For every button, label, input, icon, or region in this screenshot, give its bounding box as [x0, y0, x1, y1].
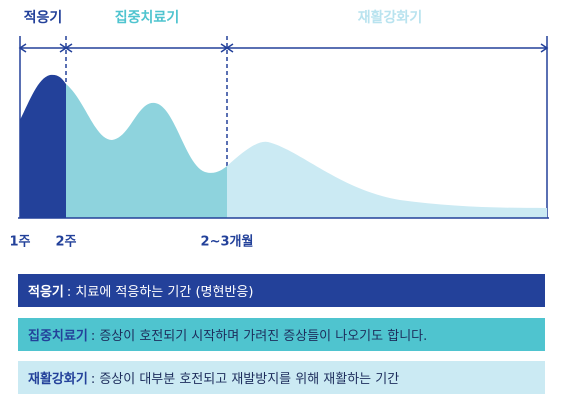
diagram: 적응기 집중치료기 재활강화기 1주 2주 2~3개월 — [9, 9, 549, 250]
phase-label: 집중치료기 — [115, 9, 179, 26]
legend-row: 집중치료기: 증상이 호전되기 시작하며 가려진 증상들이 나오기도 합니다. — [18, 318, 545, 351]
legend-row: 적응기: 치료에 적응하는 기간 (명현반응) — [18, 274, 545, 307]
legend-term: 재활강화기 — [28, 372, 88, 387]
time-label: 2주 — [55, 235, 76, 250]
phase-arrows — [18, 36, 549, 218]
legend-desc: : 증상이 호전되기 시작하며 가려진 증상들이 나오기도 합니다. — [90, 329, 428, 344]
legend-desc: : 증상이 대부분 호전되고 재발방지를 위해 재활하는 기간 — [90, 372, 400, 387]
area-intensive — [66, 84, 227, 218]
legend-term: 집중치료기 — [28, 329, 88, 344]
area-rehab — [227, 141, 547, 218]
time-label: 1주 — [9, 235, 30, 250]
time-label: 2~3개월 — [201, 234, 254, 250]
phase-label: 재활강화기 — [358, 9, 422, 26]
legend-desc: : 치료에 적응하는 기간 (명현반응) — [66, 285, 254, 300]
legend-row: 재활강화기: 증상이 대부분 호전되고 재발방지를 위해 재활하는 기간 — [18, 361, 545, 394]
legend-term: 적응기 — [28, 285, 64, 300]
phase-label: 적응기 — [24, 9, 63, 26]
area-adapt — [20, 74, 66, 218]
